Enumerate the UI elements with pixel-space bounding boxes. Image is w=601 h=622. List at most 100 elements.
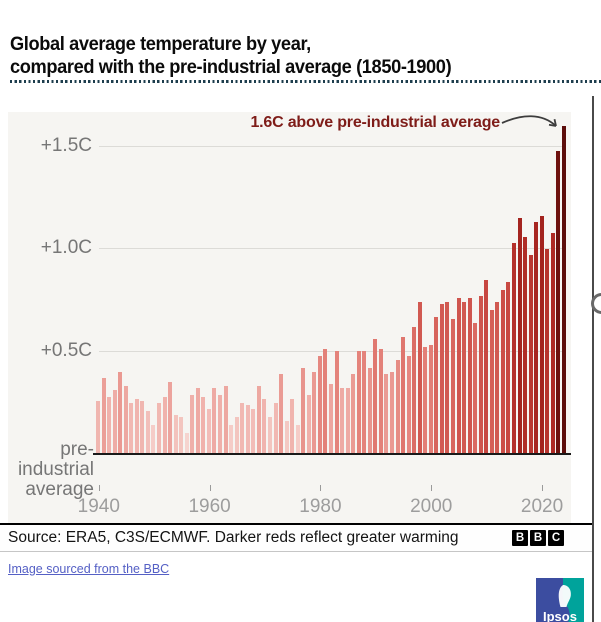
bar-2024 — [561, 126, 566, 454]
x-tick-label: 1940 — [77, 496, 120, 517]
bar-2022 — [550, 233, 555, 454]
baseline-label: pre- industrial average — [8, 440, 94, 500]
bar-1953 — [168, 382, 173, 454]
chart-bars — [96, 122, 567, 454]
baseline-zero-line — [93, 453, 571, 455]
bar-1963 — [223, 386, 228, 454]
bar-2002 — [439, 304, 444, 454]
annotation-label: 1.6C above pre-industrial average — [250, 114, 500, 131]
x-tick-label: 1960 — [188, 496, 231, 517]
bar-1962 — [218, 395, 223, 454]
bar-2006 — [462, 302, 467, 454]
x-tick — [209, 485, 211, 491]
bar-1996 — [406, 356, 411, 454]
bar-2015 — [512, 243, 517, 454]
bar-1974 — [284, 421, 289, 454]
bar-1942 — [107, 397, 112, 454]
bar-1964 — [229, 425, 234, 454]
bar-1944 — [118, 372, 123, 454]
bar-1958 — [195, 388, 200, 454]
bar-2007 — [467, 298, 472, 454]
bar-1967 — [245, 405, 250, 454]
bar-2005 — [456, 298, 461, 454]
bar-1981 — [323, 349, 328, 454]
bar-2008 — [473, 323, 478, 454]
bar-1940 — [96, 401, 100, 454]
bar-1977 — [301, 368, 306, 454]
source-text: Source: ERA5, C3S/ECMWF. Darker reds ref… — [8, 529, 459, 546]
bar-2010 — [484, 280, 489, 454]
bar-1945 — [123, 386, 128, 454]
bar-1984 — [340, 388, 345, 454]
bar-1943 — [112, 390, 117, 454]
x-tick-label: 2020 — [520, 496, 564, 517]
bar-2014 — [506, 282, 511, 454]
bar-2023 — [556, 151, 561, 454]
gridline — [99, 248, 566, 249]
bar-1971 — [267, 417, 272, 454]
chart-title: Global average temperature by year, comp… — [10, 33, 586, 79]
bar-1941 — [101, 378, 106, 454]
bar-1978 — [306, 395, 311, 454]
chart-title-line-2: compared with the pre-industrial average… — [10, 57, 452, 78]
x-tick — [320, 485, 322, 491]
bbc-logo-block: B — [530, 530, 546, 546]
bar-1970 — [262, 399, 267, 454]
bar-1995 — [401, 337, 406, 454]
bar-1950 — [151, 425, 156, 454]
bar-1965 — [234, 417, 239, 454]
bar-2019 — [534, 222, 539, 454]
ipsos-logo: Ipsos — [536, 578, 584, 622]
bar-1955 — [179, 417, 184, 454]
drag-handle[interactable] — [591, 293, 601, 314]
bar-1991 — [378, 349, 383, 454]
bar-2004 — [451, 319, 455, 454]
bar-1986 — [351, 374, 356, 454]
bar-1992 — [384, 374, 389, 454]
bar-1960 — [206, 409, 211, 454]
x-tick — [431, 485, 433, 491]
panel-border-line — [592, 96, 594, 622]
bbc-logo: B B C — [512, 530, 564, 546]
bar-1956 — [184, 433, 189, 454]
bar-2012 — [495, 302, 500, 454]
bar-2021 — [545, 249, 550, 454]
bar-2016 — [517, 218, 522, 454]
bar-1957 — [190, 395, 195, 454]
bar-2000 — [428, 345, 433, 454]
bar-1985 — [345, 388, 350, 454]
bar-2017 — [523, 237, 528, 454]
bar-1988 — [362, 351, 367, 454]
bar-2009 — [478, 296, 483, 454]
bar-1994 — [395, 360, 400, 454]
bar-2020 — [539, 216, 544, 454]
bar-1952 — [162, 397, 167, 454]
bar-1972 — [273, 403, 278, 454]
y-axis-label: +1.5C — [40, 134, 92, 156]
bar-2018 — [528, 255, 533, 454]
gridline — [99, 350, 566, 352]
baseline-label-line: pre- — [60, 439, 94, 460]
x-tick — [542, 485, 544, 491]
bar-1982 — [328, 384, 333, 454]
y-axis-label: +1.0C — [40, 237, 92, 258]
baseline-label-line: industrial — [17, 459, 94, 480]
chart-panel: pre- industrial average +0.5C +1.0C +1.5C 1… — [8, 112, 571, 523]
bbc-logo-block: C — [548, 530, 564, 546]
x-tick — [98, 485, 100, 491]
bbc-logo-block: B — [512, 530, 528, 546]
baseline-label-line: average — [25, 479, 94, 500]
bar-1998 — [417, 302, 422, 454]
bar-1949 — [145, 411, 150, 454]
bar-1969 — [256, 386, 261, 454]
ipsos-label: Ipsos — [543, 609, 577, 622]
bar-1959 — [201, 397, 206, 454]
bar-1951 — [157, 403, 162, 454]
bar-1948 — [140, 401, 145, 454]
bar-1976 — [295, 425, 300, 454]
bbc-image-link[interactable]: Image sourced from the BBC — [8, 562, 170, 576]
chart-title-line-1: Global average temperature by year, — [10, 34, 311, 55]
bar-1987 — [356, 351, 361, 454]
bar-1997 — [412, 327, 417, 454]
